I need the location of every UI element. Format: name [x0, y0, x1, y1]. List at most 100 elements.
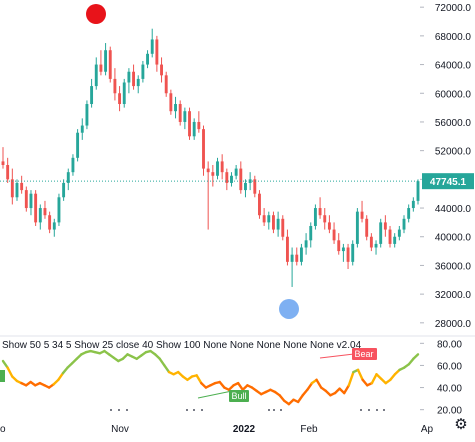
osc-dot [110, 409, 112, 411]
candle [234, 165, 238, 180]
candle [169, 89, 173, 115]
candle [66, 168, 70, 191]
gear-icon[interactable]: ⚙ [454, 416, 468, 433]
candle [244, 179, 247, 198]
bottom-marker [279, 298, 299, 319]
candle [99, 50, 103, 76]
candle-body [43, 208, 47, 216]
candle [351, 240, 355, 266]
candle [62, 179, 66, 201]
candle [113, 68, 117, 101]
candle-body [85, 104, 89, 126]
candle [262, 208, 266, 226]
candle [71, 154, 75, 176]
candle [188, 107, 191, 140]
candle-body [174, 104, 177, 112]
candle-body [220, 161, 224, 173]
candle-body [76, 132, 80, 158]
candle-body [178, 104, 182, 122]
candle [202, 125, 205, 176]
osc-line-segment [356, 368, 364, 382]
candle-body [313, 208, 317, 226]
osc-line-segment [163, 364, 171, 374]
candle [178, 100, 182, 126]
osc-dot [273, 409, 275, 411]
time-tick-label: 2022 [233, 424, 256, 435]
price-tick-label: 36000.0 [435, 261, 472, 272]
time-tick-label: Nov [111, 424, 129, 435]
osc-line-segment [306, 381, 314, 391]
candle-body [104, 50, 108, 72]
candle-body [244, 182, 247, 191]
osc-dot [126, 409, 128, 411]
osc-line-segment [315, 378, 323, 389]
top-marker [86, 4, 106, 24]
candle [393, 233, 397, 248]
candle-body [402, 218, 406, 230]
osc-tick-label: 80.00 [437, 339, 462, 350]
candle [43, 200, 47, 219]
candle-body [132, 71, 136, 87]
price-tick-label: 52000.0 [435, 147, 472, 158]
bull-signal-bg [229, 390, 249, 402]
candle-body [272, 215, 275, 230]
candle-body [29, 193, 33, 209]
candle-body [188, 111, 191, 137]
candle [80, 118, 84, 140]
candle-body [239, 168, 243, 191]
candle [327, 215, 331, 234]
candle [104, 43, 108, 76]
candle-body [122, 82, 126, 105]
candle-body [397, 229, 401, 237]
candle-body [10, 179, 14, 198]
candle [118, 86, 122, 112]
candle [136, 75, 140, 94]
candle [295, 247, 299, 266]
candle-body [318, 208, 322, 216]
candle [332, 222, 336, 244]
osc-line-segment [236, 381, 244, 391]
osc-line-segment [347, 370, 355, 387]
candle [346, 243, 350, 270]
candle [230, 172, 233, 187]
candle-body [38, 208, 42, 223]
price-tick-label: 64000.0 [435, 61, 472, 72]
candle-body [248, 179, 252, 183]
candle [150, 28, 154, 58]
candle [10, 168, 14, 205]
candle [369, 233, 373, 252]
price-tick-label: 56000.0 [435, 118, 472, 129]
osc-line-segment [6, 366, 14, 378]
price-tick-label: 40000.0 [435, 233, 472, 244]
candle-body [304, 240, 308, 248]
candle-body [155, 39, 159, 65]
candle-body [118, 93, 122, 105]
price-tick-label: 44000.0 [435, 204, 472, 215]
candle [164, 71, 168, 97]
candle [402, 215, 406, 234]
candle [122, 78, 126, 108]
candle-body [337, 240, 341, 252]
osc-dot [360, 409, 362, 411]
candle [85, 100, 89, 130]
candle-body [183, 111, 187, 122]
candle [383, 215, 387, 237]
candle-body [48, 215, 52, 230]
candle [174, 96, 177, 119]
candle [211, 165, 215, 187]
candle [48, 211, 52, 234]
candle-body [388, 229, 392, 244]
candle-body [281, 218, 285, 237]
osc-tick-label: 40.00 [437, 384, 462, 395]
candle [374, 240, 378, 255]
candle [1, 147, 5, 169]
candle-body [253, 179, 257, 194]
candle-body [211, 172, 215, 176]
candle-body [192, 121, 196, 137]
candle-body [411, 200, 415, 209]
candle-body [290, 254, 294, 262]
osc-dot [186, 409, 188, 411]
candle [57, 193, 61, 226]
candle [407, 204, 411, 223]
